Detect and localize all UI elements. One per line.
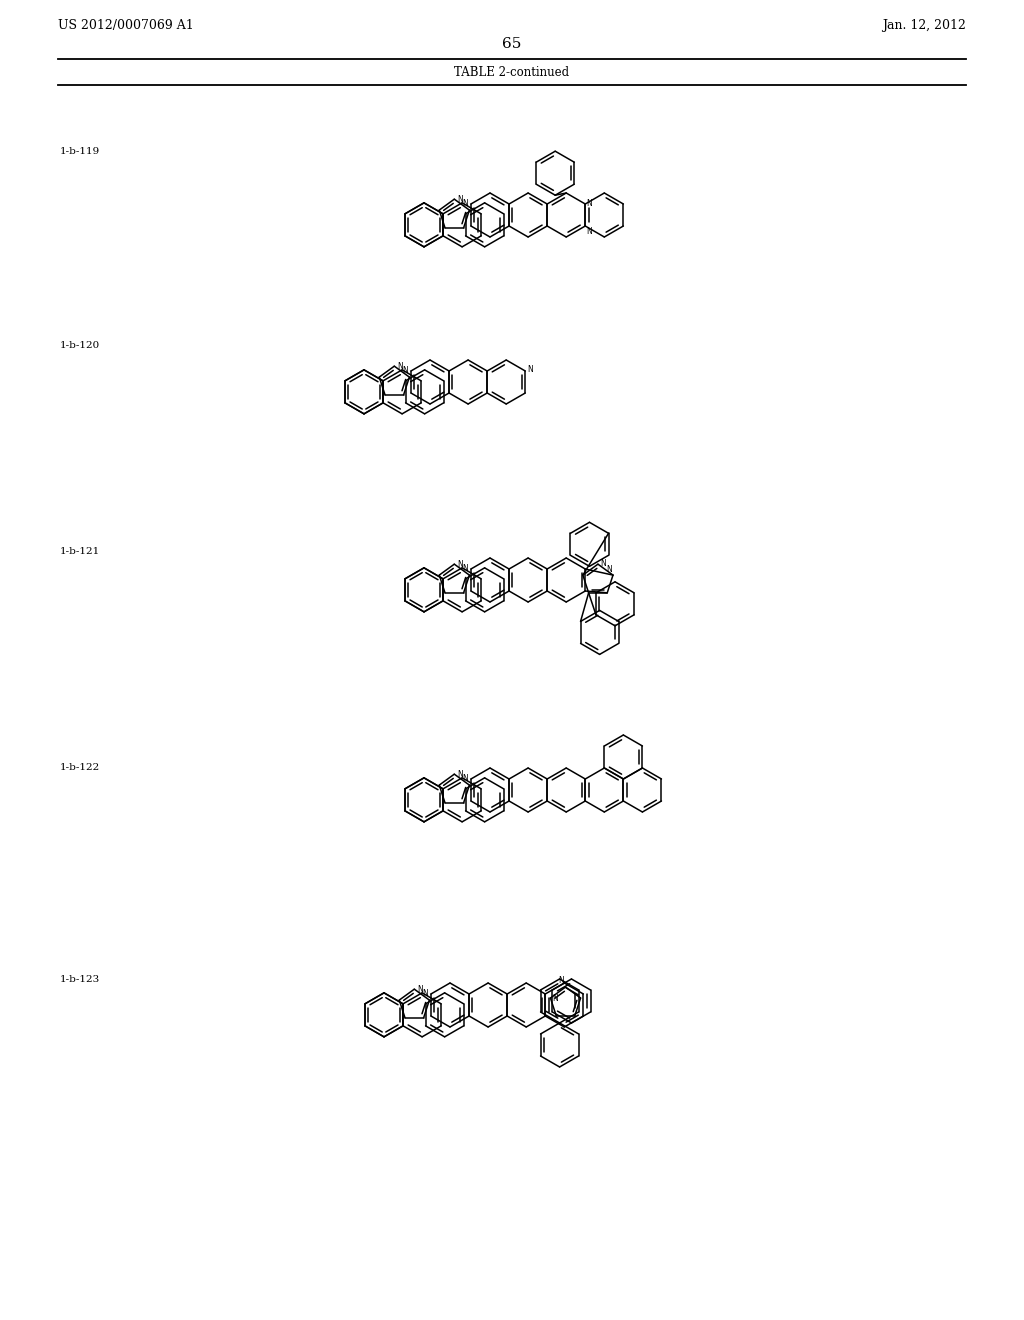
Text: N: N <box>527 366 534 375</box>
Text: N: N <box>463 564 468 573</box>
Text: N: N <box>418 985 423 994</box>
Text: 1-b-120: 1-b-120 <box>60 341 100 350</box>
Text: N: N <box>587 199 592 209</box>
Text: N: N <box>402 366 409 375</box>
Text: TABLE 2-continued: TABLE 2-continued <box>455 66 569 78</box>
Text: N: N <box>558 975 563 985</box>
Text: N: N <box>458 560 463 569</box>
Text: N: N <box>463 774 468 783</box>
Text: N: N <box>587 227 592 236</box>
Text: N: N <box>463 199 468 209</box>
Text: 1-b-123: 1-b-123 <box>60 975 100 985</box>
Text: 1-b-121: 1-b-121 <box>60 548 100 557</box>
Text: N: N <box>423 989 428 998</box>
Text: N: N <box>458 770 463 779</box>
Text: 1-b-122: 1-b-122 <box>60 763 100 771</box>
Text: Jan. 12, 2012: Jan. 12, 2012 <box>882 18 966 32</box>
Text: N: N <box>553 994 558 1002</box>
Text: N: N <box>600 558 605 568</box>
Text: US 2012/0007069 A1: US 2012/0007069 A1 <box>58 18 194 32</box>
Text: N: N <box>397 362 403 371</box>
Text: N: N <box>458 194 463 203</box>
Text: 1-b-119: 1-b-119 <box>60 148 100 157</box>
Text: 65: 65 <box>503 37 521 51</box>
Text: N: N <box>606 565 612 574</box>
